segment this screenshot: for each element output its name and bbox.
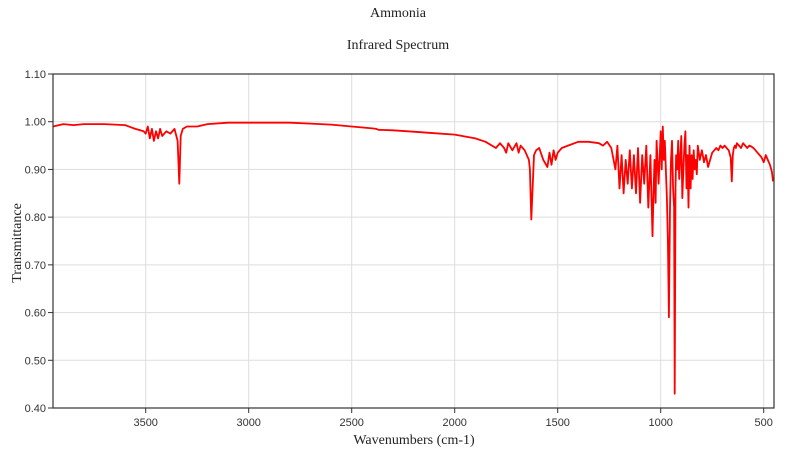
x-axis-ticks: 3500 3000 2500 2000 1500 1000 500 <box>133 408 773 429</box>
y-tick-label: 0.50 <box>25 355 46 367</box>
x-axis-label: Wavenumbers (cm-1) <box>353 433 475 448</box>
y-tick-label: 1.10 <box>25 69 46 81</box>
y-tick-label: 0.60 <box>25 308 46 320</box>
chart-subtitle: Infrared Spectrum <box>347 38 449 53</box>
y-tick-label: 1.00 <box>25 117 46 129</box>
y-tick-label: 0.70 <box>25 260 46 272</box>
y-tick-label: 0.40 <box>25 403 46 415</box>
spectrum-line <box>52 121 774 395</box>
x-tick-label: 2000 <box>442 417 466 429</box>
y-tick-label: 0.80 <box>25 212 46 224</box>
x-tick-label: 1500 <box>545 417 569 429</box>
y-tick-label: 0.90 <box>25 164 46 176</box>
y-axis-ticks: 0.40 0.50 0.60 0.70 0.80 0.90 1.00 1.10 <box>25 69 53 415</box>
x-tick-label: 3000 <box>236 417 260 429</box>
chart-title: Ammonia <box>370 6 427 21</box>
plot-frame <box>52 73 775 409</box>
y-axis-label: Transmittance <box>10 203 25 283</box>
grid <box>53 74 774 408</box>
x-tick-label: 3500 <box>133 417 157 429</box>
x-tick-label: 1000 <box>648 417 672 429</box>
x-tick-label: 2500 <box>339 417 363 429</box>
x-tick-label: 500 <box>755 417 773 429</box>
